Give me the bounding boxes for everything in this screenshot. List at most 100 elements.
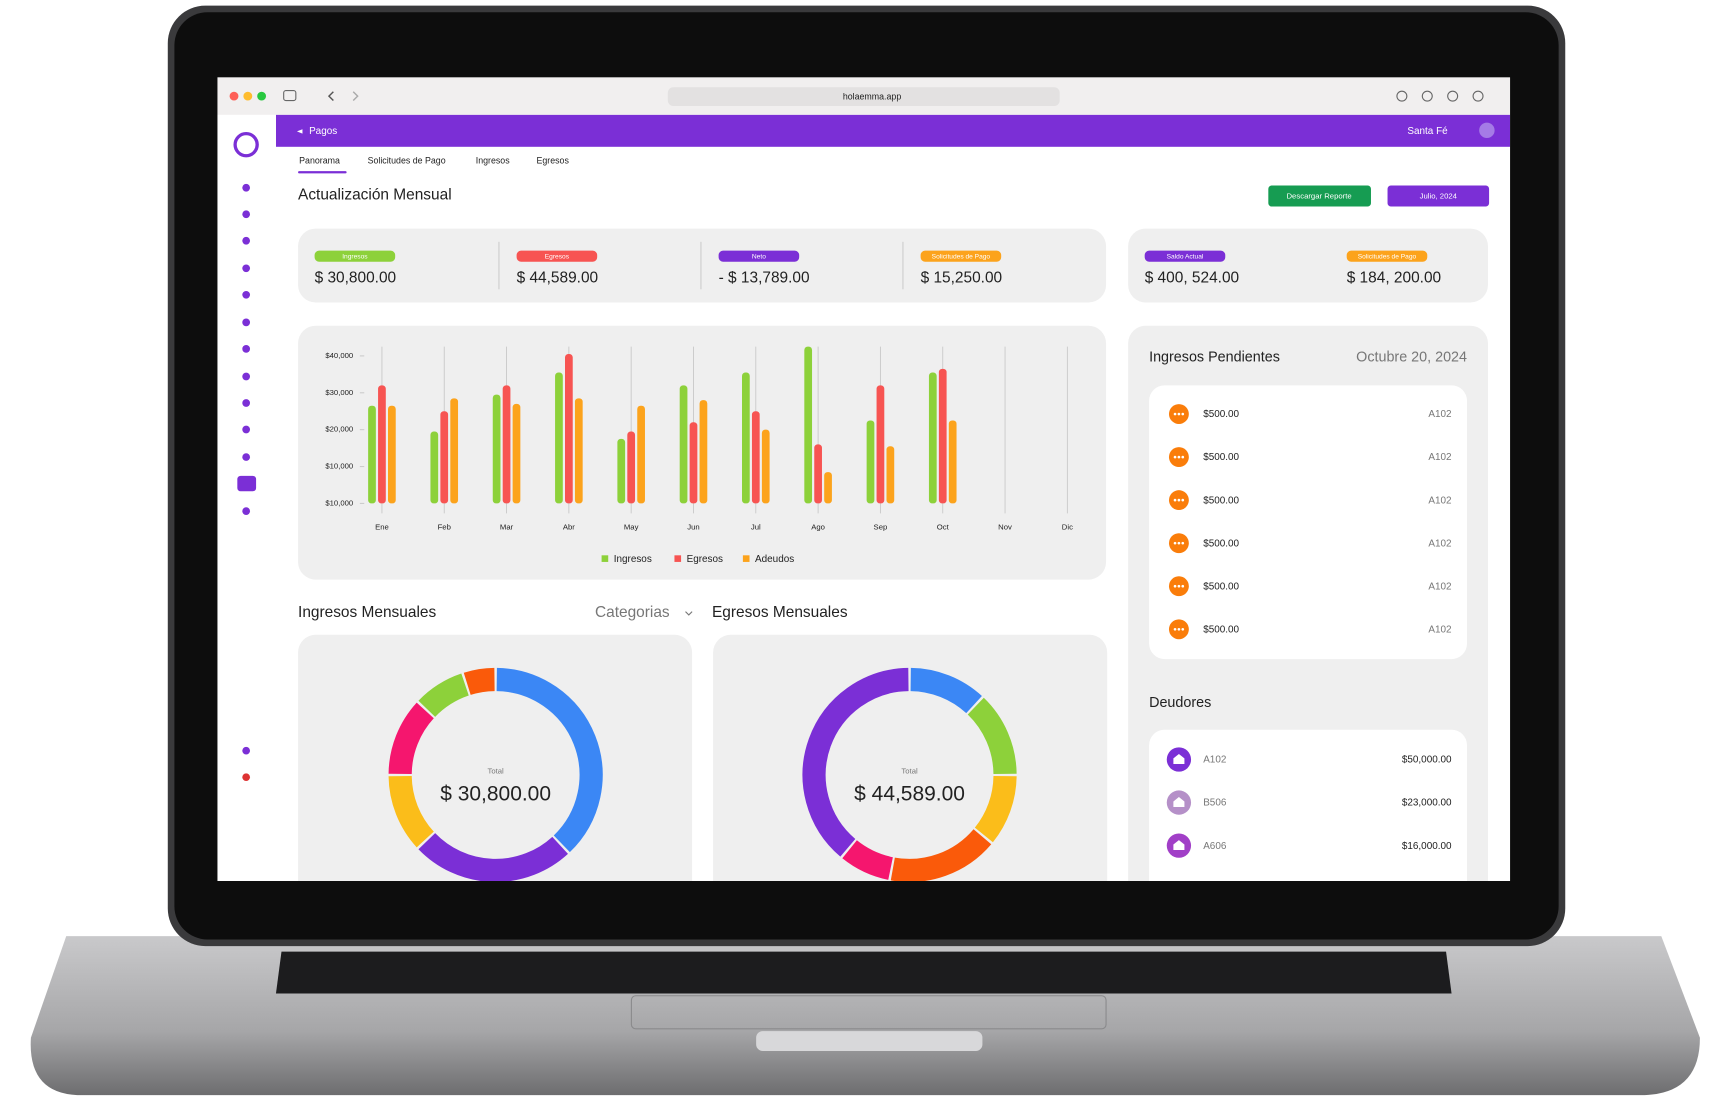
sidebar-icon[interactable] xyxy=(242,290,251,299)
bar xyxy=(440,411,449,504)
balance-label: Saldo Actual xyxy=(1167,253,1204,260)
pending-icon-dot xyxy=(1177,584,1181,588)
tab[interactable]: Panorama xyxy=(299,156,340,166)
donut-segment xyxy=(496,667,603,853)
pending-icon-dot xyxy=(1173,627,1177,631)
summary-pill xyxy=(314,250,396,262)
bar xyxy=(938,368,947,504)
summary-label: Egresos xyxy=(545,253,570,260)
url: holaemma.app xyxy=(843,92,901,102)
x-tick-label: Nov xyxy=(998,523,1012,532)
sidebar-icon[interactable] xyxy=(242,425,251,434)
legend-swatch xyxy=(601,555,609,562)
x-tick-label: Feb xyxy=(438,523,451,532)
x-tick-label: Mar xyxy=(500,523,514,532)
pending-amount: $500.00 xyxy=(1203,538,1239,549)
sidebar-icon[interactable] xyxy=(242,345,251,353)
bar xyxy=(617,438,626,504)
bar xyxy=(502,385,511,504)
donut-total: $ 44,589.00 xyxy=(854,782,965,805)
pending-unit: A102 xyxy=(1428,624,1452,635)
donut-segment xyxy=(842,839,894,880)
bar xyxy=(804,346,813,504)
balance-card xyxy=(1128,228,1488,303)
pending-unit: A102 xyxy=(1428,409,1452,420)
back-button[interactable] xyxy=(327,91,334,102)
donut-segment xyxy=(890,828,992,881)
x-tick-label: Ago xyxy=(811,523,825,532)
sidebar-icon[interactable] xyxy=(242,372,251,381)
sidebar xyxy=(217,114,276,881)
avatar[interactable] xyxy=(1479,122,1495,139)
sidebar-icon[interactable] xyxy=(242,399,251,407)
sidebar-icon[interactable] xyxy=(242,746,251,755)
sidebar-icon[interactable] xyxy=(242,453,251,461)
bar xyxy=(378,385,386,504)
donut-segment xyxy=(418,832,568,881)
x-tick-label: Jun xyxy=(687,523,699,532)
sidebar-icon[interactable] xyxy=(242,264,251,273)
donut-card xyxy=(713,634,1108,881)
toolbar-icon[interactable] xyxy=(1447,90,1459,102)
sidebar-icon[interactable] xyxy=(242,210,251,219)
pending-unit: A102 xyxy=(1428,452,1452,463)
toolbar-icon[interactable] xyxy=(1472,90,1484,102)
period-button[interactable] xyxy=(1387,185,1490,207)
toolbar-icon[interactable] xyxy=(1421,90,1433,102)
sidebar-icon[interactable] xyxy=(242,183,251,192)
bar xyxy=(761,429,770,504)
donut-segment xyxy=(463,667,496,695)
summary-label: Solicitudes de Pago xyxy=(932,253,991,260)
bar xyxy=(565,354,573,504)
pending-unit: A102 xyxy=(1428,538,1452,549)
donut-total: $ 30,800.00 xyxy=(440,782,551,805)
balance-value: $ 400, 524.00 xyxy=(1145,269,1239,286)
sidebar-icon[interactable] xyxy=(242,236,251,245)
pending-amount: $500.00 xyxy=(1203,624,1239,635)
legend-swatch xyxy=(674,555,682,562)
sidebar-icon[interactable] xyxy=(242,773,251,782)
bar xyxy=(574,398,583,504)
url-field[interactable] xyxy=(667,87,1060,107)
header-icon xyxy=(296,129,303,134)
balance-value: $ 184, 200.00 xyxy=(1347,269,1441,286)
pending-icon-dot xyxy=(1181,541,1185,545)
screen-content: holaemma.app Pagos Santa Fé Panorama Solicit… xyxy=(217,77,1511,881)
summary-value: $ 44,589.00 xyxy=(517,269,599,286)
bar xyxy=(627,431,636,504)
page-title: Actualización Mensual xyxy=(298,187,452,204)
sidebar-icon[interactable] xyxy=(242,318,251,327)
debtor-amount: $16,000.00 xyxy=(1402,841,1452,852)
forward-button[interactable] xyxy=(352,91,359,102)
debtor-amount: $50,000.00 xyxy=(1402,755,1452,766)
summary-pill xyxy=(920,250,1002,262)
toolbar-icon[interactable] xyxy=(1396,90,1408,102)
window-control[interactable] xyxy=(229,91,239,101)
filter[interactable]: Categorias xyxy=(595,604,670,621)
donut-segment xyxy=(910,667,982,714)
pending-icon-dot xyxy=(1173,584,1177,588)
download-label: Descargar Reporte xyxy=(1286,192,1351,201)
summary-pill xyxy=(516,250,598,262)
sidebar-icon[interactable] xyxy=(242,507,251,516)
pending-icon-dot xyxy=(1177,412,1181,416)
sidebar-icon-active[interactable] xyxy=(237,475,257,492)
location-selector[interactable]: Santa Fé xyxy=(1407,126,1448,137)
sidebar-toggle[interactable] xyxy=(283,90,297,102)
download-button[interactable] xyxy=(1268,185,1371,207)
pending-amount: $500.00 xyxy=(1203,495,1239,506)
hinge-notch xyxy=(756,1031,983,1051)
tab[interactable]: Egresos xyxy=(536,156,569,166)
bar xyxy=(742,372,750,504)
pending-icon-dot xyxy=(1177,627,1181,631)
bar xyxy=(948,420,957,504)
tab[interactable]: Ingresos xyxy=(476,156,510,166)
window-control[interactable] xyxy=(257,91,267,101)
window-control[interactable] xyxy=(243,91,253,101)
tab[interactable]: Solicitudes de Pago xyxy=(368,156,446,166)
pending-unit: A102 xyxy=(1428,495,1452,506)
y-tick-label: $10,000 xyxy=(325,498,353,507)
summary-value: - $ 13,789.00 xyxy=(719,269,810,286)
donut-center-label: Total xyxy=(487,767,504,776)
